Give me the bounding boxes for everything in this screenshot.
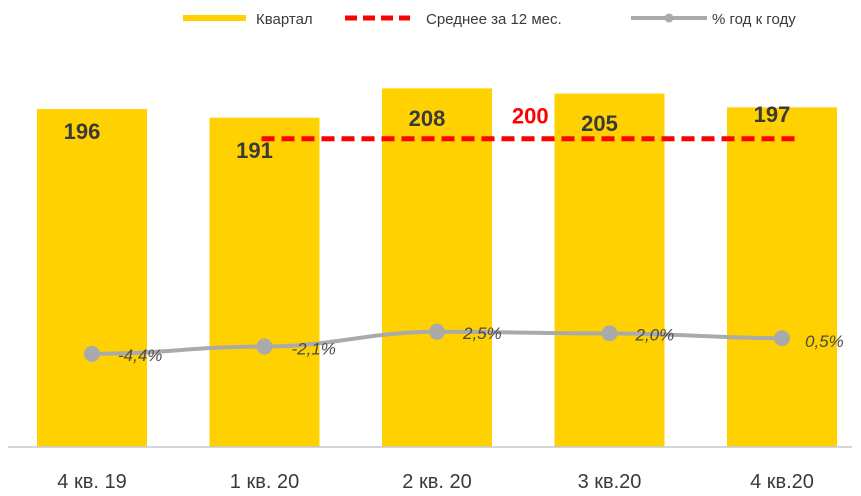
yoy-value-label-3: 2,5% [462,324,502,343]
yoy-point-3 [429,323,445,340]
x-tick-label-3: 2 кв. 20 [402,471,471,493]
bar-4 [554,93,665,447]
yoy-value-label-1: -4,4% [118,346,162,365]
legend-marker-yoy [664,13,674,23]
yoy-point-5 [774,330,790,347]
x-tick-label-5: 4 кв.20 [750,471,814,493]
yoy-point-1 [84,345,100,362]
bar-value-label-4: 205 [581,111,618,136]
yoy-point-2 [256,338,273,355]
bar-5 [727,107,837,447]
legend-label-quarter: Квартал [256,11,313,28]
x-tick-label-1: 4 кв. 19 [57,471,126,493]
bar-value-label-2: 191 [236,138,273,163]
average-value-label: 200 [512,104,549,129]
yoy-value-label-5: 0,5% [805,332,844,351]
bar-value-label-5: 197 [754,102,791,127]
bar-value-label-1: 196 [64,119,101,144]
legend-label-yoy: % год к году [712,11,796,28]
yoy-value-label-2: -2,1% [292,340,336,359]
x-tick-label-2: 1 кв. 20 [230,471,299,493]
bar-3 [382,88,492,448]
yoy-value-label-4: 2,0% [635,325,675,344]
yoy-point-4 [601,325,618,342]
x-tick-label-4: 3 кв.20 [578,471,642,493]
bar-2 [209,117,320,447]
bar-value-label-3: 208 [409,106,446,131]
bar-1 [37,109,147,447]
legend-label-average: Среднее за 12 мес. [426,11,562,28]
legend: Квартал Среднее за 12 мес. % год к году [183,11,796,28]
